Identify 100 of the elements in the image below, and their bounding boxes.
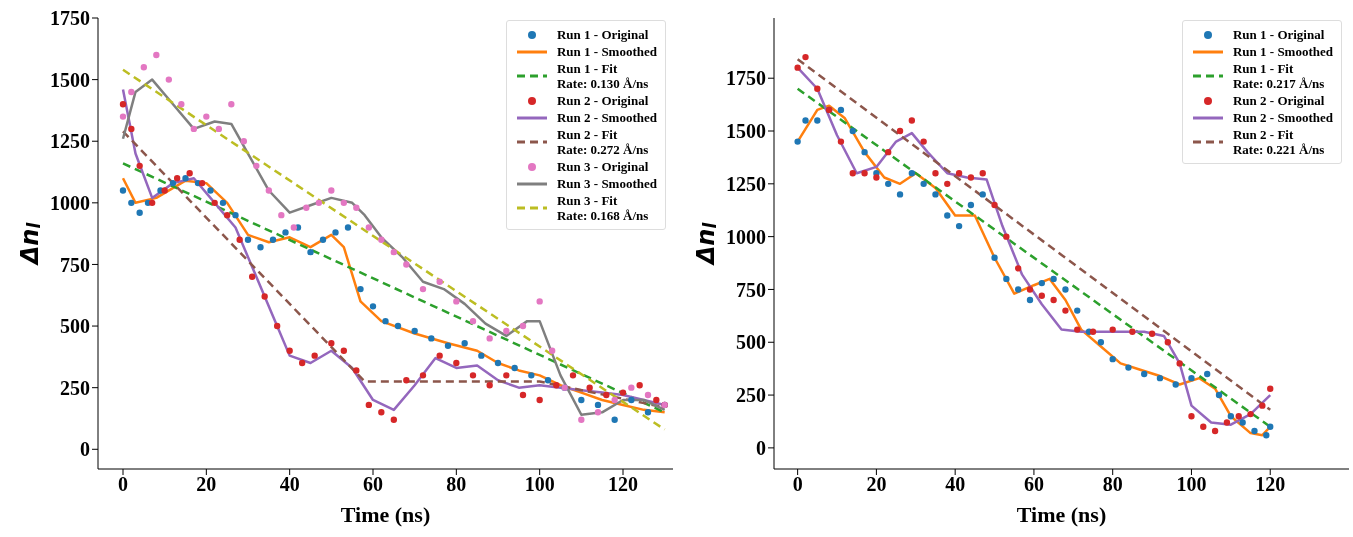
point [1227, 413, 1235, 420]
point [298, 359, 306, 367]
point [1050, 296, 1057, 304]
point [353, 367, 360, 374]
legend-label: Run 1 - Original [1232, 27, 1325, 42]
point [794, 138, 801, 145]
point [837, 138, 845, 145]
y-tick-label: 500 [60, 315, 90, 338]
point [394, 322, 402, 330]
point [1003, 233, 1010, 240]
point [578, 416, 585, 423]
point [232, 211, 239, 219]
point [148, 199, 156, 207]
point [553, 382, 560, 389]
point [885, 180, 892, 188]
y-tick-label: 1500 [50, 68, 90, 91]
point [578, 396, 585, 404]
point [340, 347, 348, 354]
point [1109, 326, 1116, 333]
point [136, 209, 143, 216]
point [136, 162, 143, 170]
point [198, 179, 206, 187]
legend-label: Run 3 - Fit Rate: 0.168 Å/ns [556, 193, 649, 223]
point [1235, 413, 1242, 420]
point [979, 191, 986, 198]
point [503, 372, 510, 379]
point [278, 211, 285, 219]
point [403, 377, 410, 384]
point [1176, 360, 1183, 367]
point [128, 199, 135, 207]
point [586, 384, 593, 391]
legend-label: Run 1 - Original [556, 27, 649, 42]
point [1267, 423, 1274, 430]
point [178, 101, 185, 108]
point [611, 396, 618, 404]
x-tick-label: 120 [608, 473, 638, 496]
point [1215, 391, 1223, 399]
x-tick-label: 60 [1023, 473, 1044, 496]
point [1188, 374, 1195, 382]
legend-label: Run 2 - Fit Rate: 0.272 Å/ns [556, 127, 649, 157]
point [1014, 286, 1022, 293]
point [328, 187, 335, 194]
point [1109, 355, 1116, 363]
point [594, 409, 602, 416]
point [511, 364, 518, 372]
legend-label: Run 1 - Fit Rate: 0.130 Å/ns [556, 61, 649, 91]
point [1148, 330, 1156, 337]
point [332, 229, 339, 236]
legend-label: Run 2 - Fit Rate: 0.221 Å/ns [1232, 127, 1325, 157]
point [628, 384, 635, 391]
legend-label: Run 2 - Smoothed [556, 110, 657, 125]
point [1003, 275, 1010, 283]
legend-label: Run 2 - Smoothed [1232, 110, 1333, 125]
point [920, 138, 927, 145]
point [390, 248, 398, 256]
point [1188, 413, 1195, 420]
x-tick-label: 40 [945, 473, 966, 496]
x-tick-label: 60 [363, 473, 383, 496]
legend-label: Run 1 - Smoothed [556, 44, 657, 59]
point [436, 278, 443, 285]
legend-label: Run 2 - Original [1232, 93, 1325, 108]
point [1172, 381, 1179, 388]
legend-label: Run 3 - Smoothed [556, 176, 657, 191]
y-tick-label: 1250 [726, 172, 766, 195]
point [991, 254, 998, 261]
point [261, 293, 268, 300]
point [257, 244, 264, 251]
point [165, 76, 173, 83]
point [1259, 402, 1266, 409]
point [1164, 339, 1172, 346]
x-tick-label: 100 [1176, 473, 1207, 496]
point [290, 224, 298, 231]
point [849, 127, 856, 135]
x-tick-label: 80 [1102, 473, 1123, 496]
point [382, 317, 389, 325]
x-axis-title: Time (ns) [1016, 502, 1107, 527]
point [536, 396, 543, 404]
point [269, 236, 277, 243]
y-tick-label: 1750 [726, 67, 766, 90]
point [896, 127, 904, 135]
point [1074, 326, 1081, 333]
point [273, 322, 281, 330]
point [453, 359, 460, 367]
point [128, 88, 135, 96]
point [1089, 328, 1097, 335]
point [215, 125, 223, 133]
point [1014, 265, 1022, 272]
point [1204, 370, 1211, 378]
point [223, 211, 231, 219]
y-tick-label: 1750 [50, 7, 90, 30]
point [419, 285, 427, 293]
legend-label: Run 3 - Original [556, 159, 649, 174]
point [253, 162, 260, 170]
point [486, 382, 493, 389]
point [419, 372, 427, 379]
point [1156, 374, 1164, 382]
y-tick-label: 250 [736, 384, 766, 407]
point [469, 317, 477, 325]
point [1050, 275, 1057, 283]
point [453, 298, 460, 305]
